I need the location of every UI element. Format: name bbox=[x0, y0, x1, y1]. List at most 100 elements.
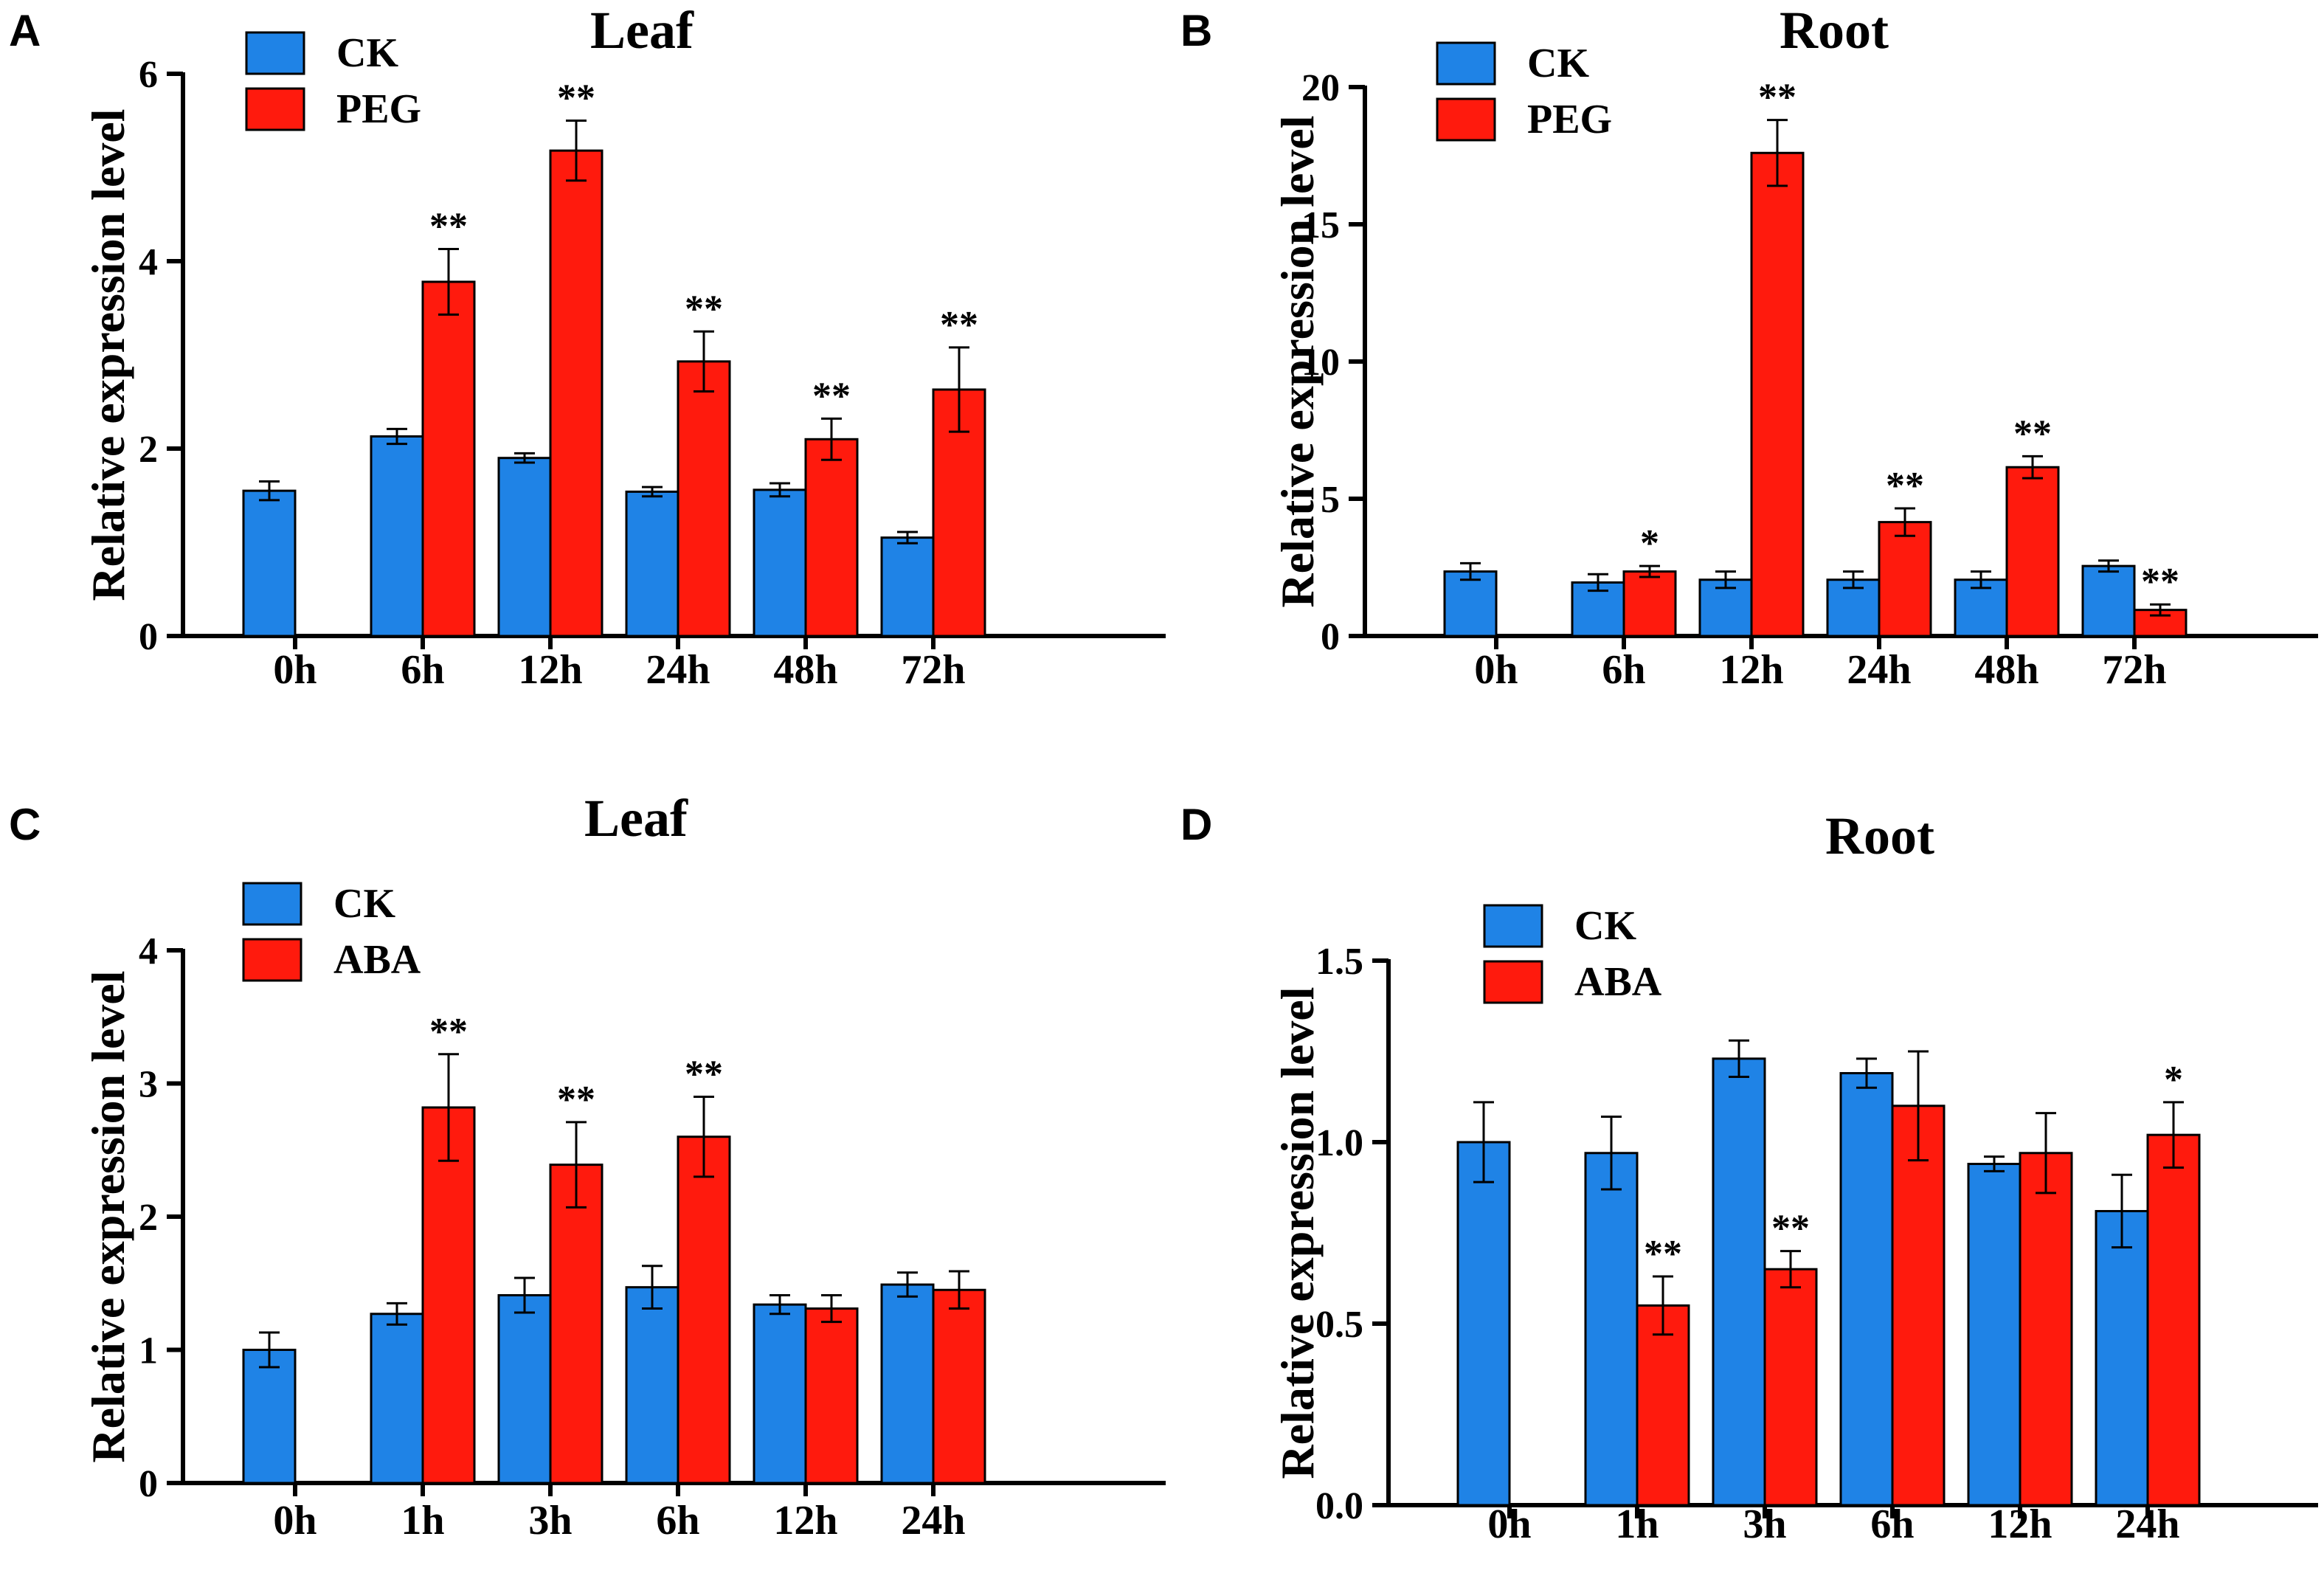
bar-aba-1h bbox=[421, 1106, 476, 1484]
panel-letter: A bbox=[9, 6, 41, 55]
x-tick-label: 6h bbox=[1602, 647, 1645, 693]
bar-peg-6h bbox=[421, 280, 476, 637]
x-tick-label: 24h bbox=[1847, 647, 1911, 693]
panel-b: B Root Relative expression level 0 5 10 15 20 0h… bbox=[1180, 1, 2318, 693]
x-tick-label: 6h bbox=[1870, 1501, 1914, 1547]
significance-label: ** bbox=[2013, 412, 2052, 454]
legend-label-ck: CK bbox=[336, 30, 398, 76]
legend-label-peg: PEG bbox=[336, 86, 421, 132]
significance-label: * bbox=[2164, 1059, 2183, 1101]
x-tick-label: 12h bbox=[1719, 647, 1783, 693]
x-tick-label: 0h bbox=[273, 647, 317, 693]
bar-ck-0h bbox=[1443, 570, 1498, 637]
y-tick-label: 2 bbox=[139, 429, 158, 471]
x-tick-label: 24h bbox=[2115, 1501, 2179, 1547]
y-tick-label: 4 bbox=[139, 930, 158, 972]
legend-label-ck: CK bbox=[1574, 903, 1636, 949]
bar-aba-6h bbox=[1891, 1105, 1946, 1507]
x-tick-label: 12h bbox=[518, 647, 582, 693]
significance-label: ** bbox=[1886, 465, 1924, 507]
legend-label-ck: CK bbox=[1527, 41, 1589, 86]
x-tick-label: 3h bbox=[1743, 1501, 1786, 1547]
legend-swatch-ck bbox=[1436, 41, 1496, 86]
panel-letter: B bbox=[1180, 6, 1212, 55]
y-tick-label: 0 bbox=[139, 616, 158, 658]
legend-label-peg: PEG bbox=[1527, 97, 1612, 142]
y-axis-label: Relative expression level bbox=[1271, 986, 1324, 1479]
legend-swatch-ck bbox=[1483, 904, 1543, 948]
x-tick-label: 72h bbox=[901, 647, 965, 693]
bar-aba-3h bbox=[549, 1164, 604, 1484]
bar-ck-0h bbox=[1456, 1141, 1511, 1507]
x-tick-label: 48h bbox=[1974, 647, 2038, 693]
legend-swatch-peg bbox=[1436, 97, 1496, 142]
x-tick-label: 0h bbox=[273, 1498, 317, 1544]
legend-swatch-ck bbox=[242, 882, 302, 926]
bar-peg-12h bbox=[1750, 151, 1805, 637]
x-tick-label: 1h bbox=[401, 1498, 444, 1544]
bar-ck-12h bbox=[1967, 1163, 2022, 1507]
bar-ck-12h bbox=[497, 457, 552, 637]
legend-swatch-ck bbox=[245, 31, 305, 75]
significance-label: ** bbox=[1771, 1208, 1810, 1250]
bar-aba-24h bbox=[932, 1288, 986, 1484]
y-tick-label: 20 bbox=[1301, 67, 1340, 109]
y-axis-label: Relative expression level bbox=[82, 970, 134, 1462]
x-tick-label: 48h bbox=[773, 647, 837, 693]
bar-ck-0h bbox=[242, 489, 297, 637]
significance-label: ** bbox=[812, 375, 851, 417]
x-tick-label: 12h bbox=[1988, 1501, 2052, 1547]
significance-label: ** bbox=[557, 1079, 595, 1121]
bar-ck-24h bbox=[625, 490, 679, 637]
x-tick-label: 12h bbox=[773, 1498, 837, 1544]
x-tick-label: 6h bbox=[656, 1498, 699, 1544]
x-tick-label: 6h bbox=[401, 647, 444, 693]
bar-peg-72h bbox=[2133, 609, 2188, 637]
bar-ck-6h bbox=[370, 435, 424, 637]
x-tick-label: 3h bbox=[528, 1498, 572, 1544]
bar-ck-72h bbox=[2081, 564, 2136, 637]
y-tick-label: 6 bbox=[139, 54, 158, 96]
y-tick-label: 4 bbox=[139, 241, 158, 283]
significance-label: ** bbox=[557, 77, 595, 120]
y-axis-label: Relative expression level bbox=[82, 108, 134, 601]
bar-peg-48h bbox=[804, 438, 859, 637]
bar-ck-72h bbox=[880, 536, 935, 637]
significance-label: ** bbox=[685, 288, 723, 330]
significance-label: ** bbox=[429, 205, 468, 247]
bar-ck-1h bbox=[370, 1313, 424, 1484]
panel-d: D Root Relative expression level 0.0 0.5 1.0 1… bbox=[1180, 800, 2318, 1547]
significance-label: ** bbox=[940, 304, 978, 346]
significance-label: ** bbox=[1758, 77, 1796, 119]
panel-letter: C bbox=[9, 800, 41, 849]
y-tick-label: 0 bbox=[1321, 616, 1340, 658]
bar-ck-24h bbox=[2095, 1209, 2149, 1507]
bar-ck-24h bbox=[880, 1283, 935, 1484]
y-tick-label: 15 bbox=[1301, 204, 1340, 246]
y-tick-label: 10 bbox=[1301, 342, 1340, 384]
y-tick-label: 3 bbox=[139, 1064, 158, 1106]
legend-swatch-aba bbox=[1483, 960, 1543, 1004]
bar-peg-6h bbox=[1622, 570, 1677, 637]
y-tick-label: 1.0 bbox=[1315, 1122, 1363, 1164]
bar-ck-12h bbox=[753, 1303, 807, 1484]
x-tick-label: 0h bbox=[1487, 1501, 1531, 1547]
x-tick-label: 72h bbox=[2102, 647, 2166, 693]
legend-swatch-aba bbox=[242, 938, 302, 982]
significance-label: ** bbox=[1644, 1233, 1682, 1275]
x-tick-label: 0h bbox=[1474, 647, 1518, 693]
bar-ck-24h bbox=[1826, 578, 1881, 637]
bar-peg-48h bbox=[2005, 466, 2060, 637]
legend-label-aba: ABA bbox=[333, 937, 421, 983]
legend-label-aba: ABA bbox=[1574, 959, 1662, 1005]
x-tick-label: 24h bbox=[646, 647, 710, 693]
bar-ck-3h bbox=[1712, 1057, 1766, 1507]
significance-label: ** bbox=[685, 1054, 723, 1096]
significance-label: ** bbox=[429, 1011, 468, 1053]
bar-peg-24h bbox=[1878, 521, 1932, 637]
chart-title: Leaf bbox=[590, 1, 694, 60]
bar-ck-6h bbox=[625, 1286, 679, 1484]
